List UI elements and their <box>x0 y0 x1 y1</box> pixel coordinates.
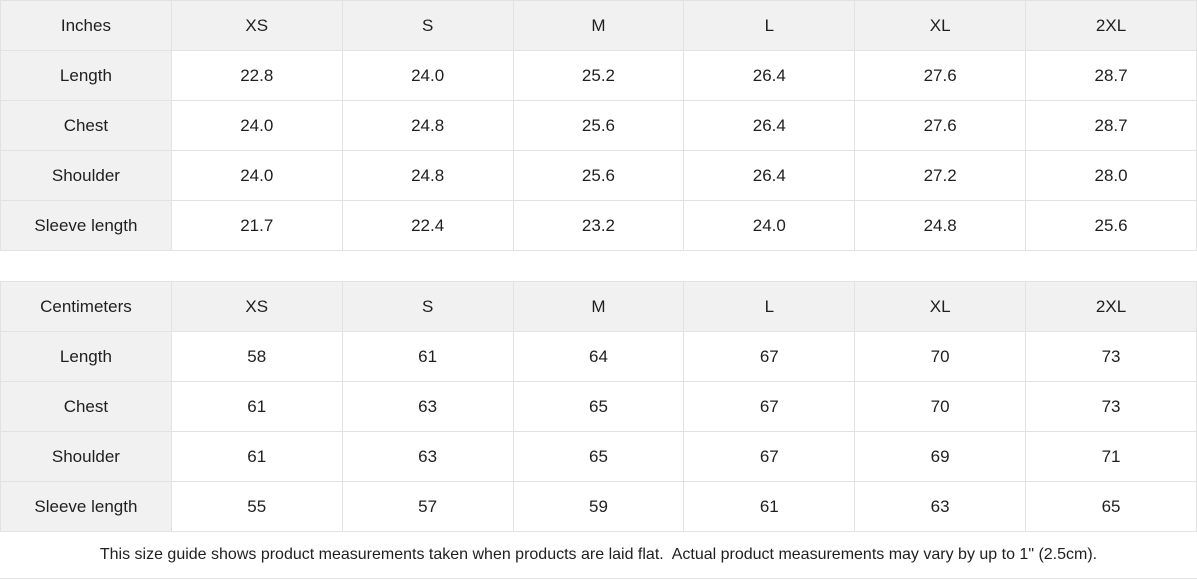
table-row: Chest 61 63 65 67 70 73 <box>0 381 1197 432</box>
measurement-value: 65 <box>1025 481 1197 532</box>
size-table-inches: Inches XS S M L XL 2XL Length 22.8 24.0 25.2 26.4 27… <box>0 0 1197 251</box>
measurement-value: 70 <box>854 381 1027 432</box>
header-row: Inches XS S M L XL 2XL <box>0 0 1197 51</box>
measurement-value: 67 <box>683 431 856 482</box>
measurement-value: 63 <box>341 381 514 432</box>
measurement-value: 61 <box>683 481 856 532</box>
table-row: Sleeve length 55 57 59 61 63 65 <box>0 481 1197 532</box>
measurement-value: 24.0 <box>170 150 343 201</box>
size-column-header: XS <box>170 0 343 51</box>
measurement-value: 70 <box>854 331 1027 382</box>
measurement-value: 69 <box>854 431 1027 482</box>
measurement-value: 24.0 <box>170 100 343 151</box>
measurement-value: 64 <box>512 331 685 382</box>
unit-header-cell: Centimeters <box>0 281 172 332</box>
measurement-value: 21.7 <box>170 200 343 251</box>
table-row: Shoulder 24.0 24.8 25.6 26.4 27.2 28.0 <box>0 150 1197 201</box>
measurement-value: 65 <box>512 431 685 482</box>
header-row: Centimeters XS S M L XL 2XL <box>0 281 1197 332</box>
measurement-value: 61 <box>170 381 343 432</box>
measurement-value: 24.8 <box>341 100 514 151</box>
measurement-value: 27.6 <box>854 100 1027 151</box>
measurement-value: 27.6 <box>854 50 1027 101</box>
measurement-value: 67 <box>683 381 856 432</box>
measurement-value: 25.6 <box>512 100 685 151</box>
measurement-label: Shoulder <box>0 150 172 201</box>
measurement-label: Shoulder <box>0 431 172 482</box>
measurement-value: 25.2 <box>512 50 685 101</box>
measurement-value: 23.2 <box>512 200 685 251</box>
measurement-value: 28.7 <box>1025 100 1197 151</box>
size-column-header: M <box>512 0 685 51</box>
measurement-label: Sleeve length <box>0 200 172 251</box>
measurement-value: 26.4 <box>683 50 856 101</box>
measurement-label: Chest <box>0 100 172 151</box>
measurement-value: 27.2 <box>854 150 1027 201</box>
size-table-centimeters: Centimeters XS S M L XL 2XL Length 58 61 64 67 70 73 C… <box>0 281 1197 532</box>
size-column-header: XS <box>170 281 343 332</box>
measurement-value: 28.7 <box>1025 50 1197 101</box>
measurement-value: 22.4 <box>341 200 514 251</box>
measurement-value: 26.4 <box>683 150 856 201</box>
measurement-label: Sleeve length <box>0 481 172 532</box>
size-column-header: XL <box>854 281 1027 332</box>
measurement-value: 57 <box>341 481 514 532</box>
measurement-value: 22.8 <box>170 50 343 101</box>
measurement-value: 71 <box>1025 431 1197 482</box>
table-row: Length 58 61 64 67 70 73 <box>0 331 1197 382</box>
size-column-header: 2XL <box>1025 281 1197 332</box>
measurement-value: 24.0 <box>683 200 856 251</box>
measurement-value: 24.0 <box>341 50 514 101</box>
size-column-header: S <box>341 0 514 51</box>
measurement-label: Length <box>0 50 172 101</box>
table-row: Length 22.8 24.0 25.2 26.4 27.6 28.7 <box>0 50 1197 101</box>
measurement-value: 55 <box>170 481 343 532</box>
measurement-label: Length <box>0 331 172 382</box>
size-column-header: L <box>683 281 856 332</box>
measurement-value: 65 <box>512 381 685 432</box>
measurement-value: 61 <box>341 331 514 382</box>
table-spacer <box>0 251 1197 281</box>
measurement-value: 26.4 <box>683 100 856 151</box>
measurement-value: 28.0 <box>1025 150 1197 201</box>
unit-header-cell: Inches <box>0 0 172 51</box>
size-column-header: S <box>341 281 514 332</box>
size-column-header: M <box>512 281 685 332</box>
table-row: Sleeve length 21.7 22.4 23.2 24.0 24.8 25.6 <box>0 200 1197 251</box>
size-guide-note: This size guide shows product measuremen… <box>0 532 1197 579</box>
table-row: Chest 24.0 24.8 25.6 26.4 27.6 28.7 <box>0 100 1197 151</box>
measurement-value: 24.8 <box>341 150 514 201</box>
measurement-value: 59 <box>512 481 685 532</box>
size-column-header: XL <box>854 0 1027 51</box>
measurement-value: 73 <box>1025 331 1197 382</box>
measurement-value: 63 <box>341 431 514 482</box>
measurement-value: 67 <box>683 331 856 382</box>
measurement-value: 61 <box>170 431 343 482</box>
size-column-header: L <box>683 0 856 51</box>
measurement-label: Chest <box>0 381 172 432</box>
measurement-value: 25.6 <box>512 150 685 201</box>
measurement-value: 58 <box>170 331 343 382</box>
measurement-value: 63 <box>854 481 1027 532</box>
table-row: Shoulder 61 63 65 67 69 71 <box>0 431 1197 482</box>
measurement-value: 73 <box>1025 381 1197 432</box>
size-column-header: 2XL <box>1025 0 1197 51</box>
measurement-value: 25.6 <box>1025 200 1197 251</box>
measurement-value: 24.8 <box>854 200 1027 251</box>
